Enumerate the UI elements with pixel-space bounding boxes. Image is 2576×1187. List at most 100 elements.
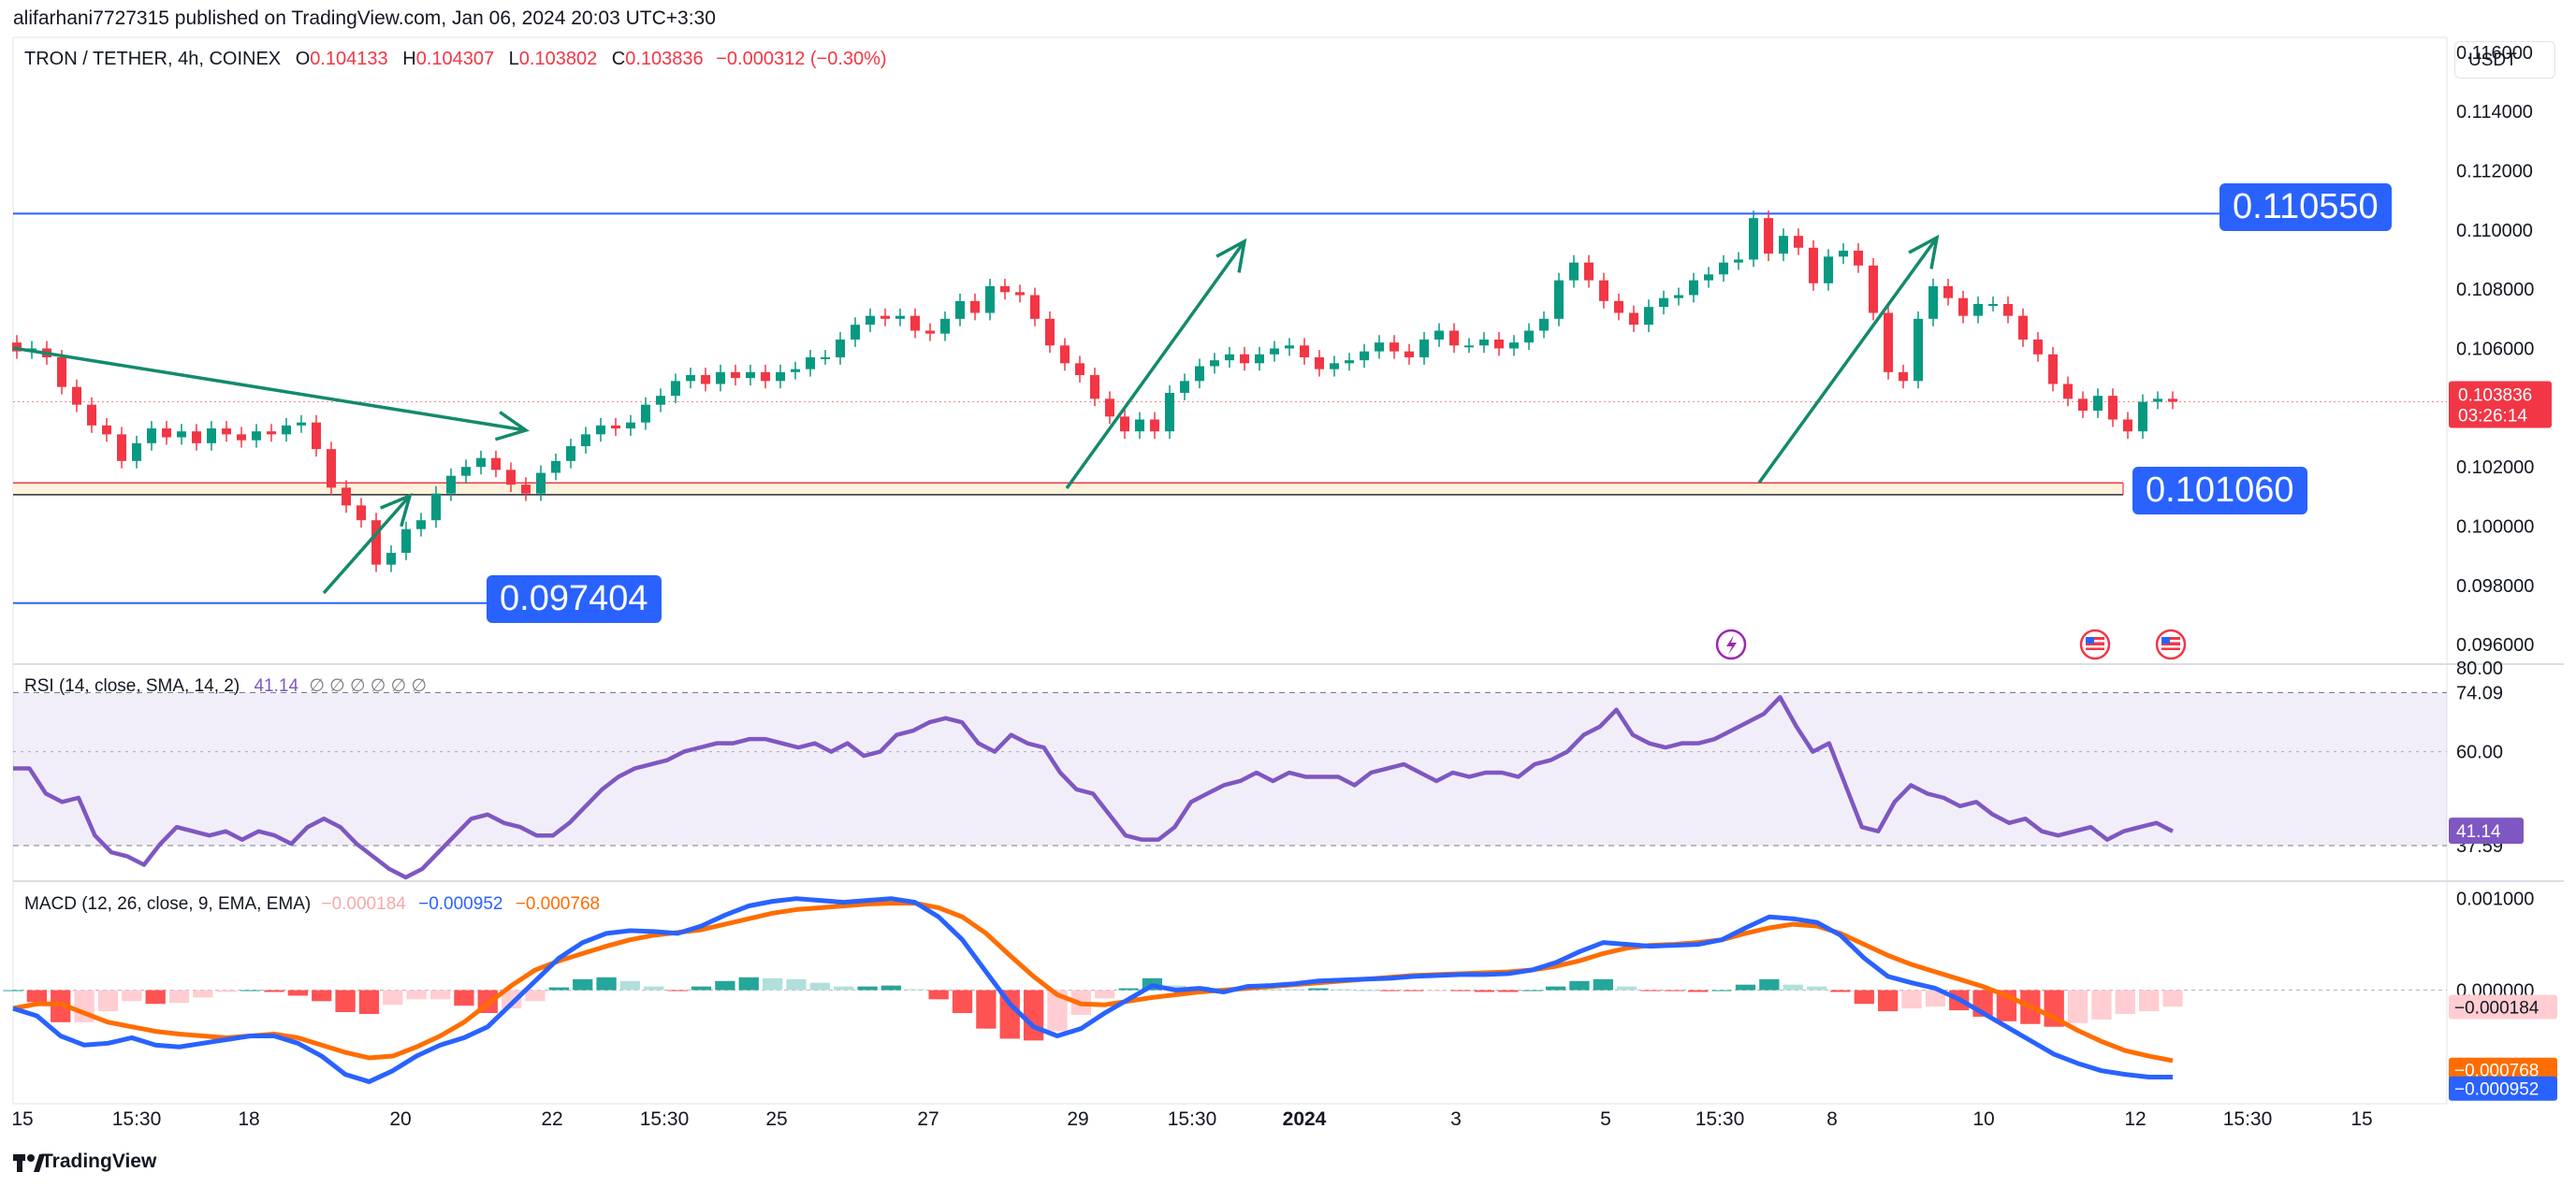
low-value: 0.103802 <box>518 49 598 69</box>
candle <box>72 386 81 405</box>
candle <box>641 404 650 423</box>
macd-histogram-bar <box>619 980 641 991</box>
candle <box>1764 218 1773 254</box>
macd-histogram-bar <box>1260 989 1281 991</box>
candle <box>656 396 665 405</box>
candle <box>57 357 66 387</box>
price-tick-label: 0.096000 <box>2456 635 2534 656</box>
candle <box>506 470 516 485</box>
macd-histogram-bar <box>1474 990 1495 992</box>
candle <box>1165 393 1174 432</box>
low-label[interactable]: 0.097404 <box>487 574 662 623</box>
candle <box>1854 251 1863 266</box>
macd-signal-value: −0.000768 <box>2454 1062 2539 1081</box>
candle <box>162 428 171 438</box>
time-tick-label: 15 <box>2350 1108 2372 1130</box>
macd-histogram-bar <box>1284 989 1305 991</box>
rsi-legend-value: 41.14 <box>254 676 299 696</box>
macd-title[interactable]: MACD (12, 26, close, 9, EMA, EMA) <box>24 894 312 914</box>
macd-line <box>12 896 2173 1084</box>
macd-histogram-bar <box>312 990 332 1002</box>
candle <box>401 528 411 553</box>
symbol-title[interactable]: TRON / TETHER, 4h, COINEX <box>24 49 282 69</box>
macd-histogram-bar <box>145 990 166 1005</box>
candle <box>985 286 995 313</box>
time-tick-label: 22 <box>541 1108 562 1130</box>
candle <box>955 300 965 319</box>
candle <box>1075 363 1084 375</box>
candle <box>222 428 231 435</box>
rsi-title[interactable]: RSI (14, close, SMA, 14, 2) <box>24 676 240 696</box>
price-tick-label: 0.116000 <box>2456 43 2533 64</box>
macd-histogram-bar <box>644 986 664 991</box>
candle <box>1704 274 1713 281</box>
candle <box>1375 342 1384 352</box>
trend-arrow-up-3 <box>1757 236 1939 485</box>
candle <box>776 371 785 382</box>
macd-histogram-bar <box>1118 988 1139 991</box>
us-flag-icon[interactable] <box>2155 629 2187 660</box>
time-tick-label: 25 <box>765 1108 787 1130</box>
resistance-label[interactable]: 0.110550 <box>2219 183 2392 232</box>
candle <box>252 431 261 441</box>
candle <box>671 381 680 397</box>
candle <box>626 422 635 428</box>
macd-histogram-bar <box>1023 990 1044 1041</box>
candle <box>1794 236 1803 248</box>
price-tick-label: 0.102000 <box>2456 457 2534 478</box>
support-label[interactable]: 0.101060 <box>2132 466 2307 514</box>
candle <box>1719 262 1728 275</box>
candle <box>551 460 560 473</box>
time-axis[interactable]: 15 15:30 18 20 22 15:30 25 27 29 15:30 2024 3 5 15:30… <box>11 1108 2372 1130</box>
macd-macd-value: −0.000952 <box>2454 1080 2539 1100</box>
candle <box>117 434 126 461</box>
candle <box>701 375 710 384</box>
candle <box>581 434 590 446</box>
macd-histogram-bar <box>1356 990 1376 992</box>
candle <box>491 457 501 470</box>
macd-pane[interactable] <box>3 896 2447 1084</box>
candle <box>2078 398 2088 411</box>
macd-histogram-bar <box>573 978 593 991</box>
candle <box>1105 398 1114 417</box>
lightning-icon[interactable] <box>1715 629 1747 660</box>
candle <box>940 318 950 334</box>
macd-histogram-bar <box>1569 980 1590 991</box>
candle <box>836 340 845 357</box>
candle <box>1195 366 1204 382</box>
candle <box>821 357 830 359</box>
macd-histogram-bar <box>1806 986 1827 991</box>
macd-histogram-bar <box>287 990 309 996</box>
candle <box>386 553 396 565</box>
candle <box>1689 280 1698 296</box>
currency-selector[interactable]: USDT <box>2454 41 2555 79</box>
candle <box>476 457 486 468</box>
high-label: H <box>402 49 416 69</box>
time-tick-label: 8 <box>1826 1108 1838 1130</box>
time-tick-label: 15:30 <box>112 1108 162 1130</box>
macd-histogram-bar <box>383 990 403 1006</box>
trend-arrow-up-1-head <box>379 492 413 528</box>
macd-histogram-bar <box>2091 990 2112 1020</box>
trend-arrow-up-3-head <box>1908 234 1940 269</box>
macd-histogram-bar <box>834 986 854 991</box>
price-pane[interactable] <box>12 210 2447 604</box>
candle <box>1225 354 1234 361</box>
candle <box>791 369 800 372</box>
candle <box>1404 351 1414 357</box>
candle <box>895 315 905 319</box>
rsi-pane[interactable] <box>13 691 2447 880</box>
price-tick-label: 0.106000 <box>2456 340 2534 360</box>
high-value: 0.104307 <box>415 49 495 69</box>
candle <box>1509 342 1519 349</box>
price-axis[interactable]: 0.116000 0.114000 0.112000 0.110000 0.108000… <box>2449 43 2557 1101</box>
candle <box>177 431 186 438</box>
close-value: 0.103836 <box>625 49 704 69</box>
low-label: L <box>508 49 519 69</box>
us-flag-icon[interactable] <box>2079 629 2111 660</box>
candle <box>1659 297 1668 308</box>
candle <box>327 449 336 488</box>
macd-histogram-bar <box>525 990 546 1002</box>
candle <box>1479 340 1489 346</box>
